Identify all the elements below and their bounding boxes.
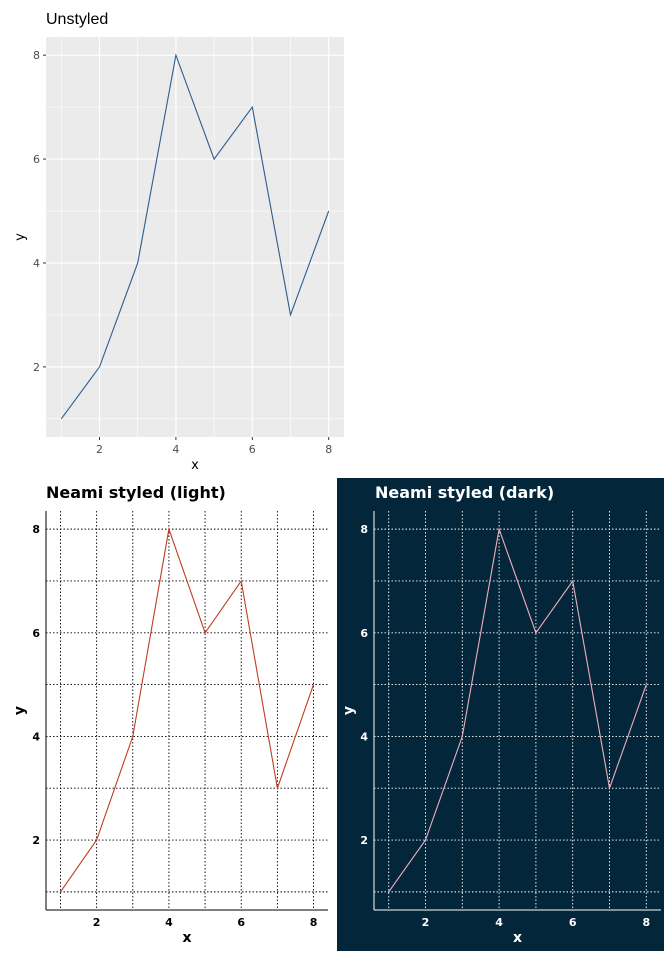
y-tick-label: 2 — [32, 834, 40, 847]
chart-title: Neami styled (dark) — [375, 483, 555, 502]
x-tick-label: 2 — [93, 916, 101, 929]
data-line — [388, 526, 647, 893]
x-tick-label: 8 — [325, 443, 332, 456]
y-tick-label: 4 — [360, 730, 368, 743]
data-line — [60, 526, 315, 893]
plot-area: 2 4 6 8 2 4 6 8 x y — [13, 37, 344, 473]
y-tick-label: 6 — [360, 627, 368, 640]
chart-neami-dark: Neami styled (dark) 2 4 6 8 2 4 6 8 x y — [337, 478, 664, 951]
y-tick-label: 8 — [32, 523, 40, 536]
y-tick-label: 2 — [33, 361, 40, 374]
x-tick-label: 2 — [422, 916, 430, 929]
x-tick-label: 4 — [165, 916, 173, 929]
x-axis-title: x — [191, 458, 199, 473]
x-tick-label: 6 — [237, 916, 245, 929]
x-tick-label: 4 — [495, 916, 503, 929]
x-tick-label: 8 — [310, 916, 318, 929]
y-tick-label: 6 — [32, 627, 40, 640]
chart-title: Neami styled (light) — [46, 483, 226, 502]
chart-title: Unstyled — [46, 11, 109, 28]
x-tick-label: 2 — [96, 443, 103, 456]
y-axis-title: y — [341, 706, 357, 715]
y-tick-label: 6 — [33, 153, 40, 166]
x-axis-title: x — [182, 930, 191, 946]
panel-background — [46, 37, 344, 437]
plot-area: 2 4 6 8 2 4 6 8 x y — [341, 511, 661, 946]
x-tick-label: 8 — [642, 916, 650, 929]
chart-neami-light: Neami styled (light) 2 4 6 8 2 4 6 8 x y — [0, 478, 336, 960]
y-tick-label: 8 — [360, 523, 368, 536]
x-tick-label: 6 — [249, 443, 256, 456]
chart-unstyled: Unstyled 2 4 6 8 2 4 6 8 x y — [0, 0, 350, 475]
y-tick-label: 8 — [33, 49, 40, 62]
x-tick-label: 6 — [569, 916, 577, 929]
x-tick-label: 4 — [172, 443, 179, 456]
x-axis-title: x — [513, 930, 522, 946]
y-tick-label: 2 — [360, 834, 368, 847]
data-line — [60, 53, 330, 420]
y-tick-label: 4 — [32, 730, 40, 743]
y-tick-label: 4 — [33, 257, 40, 270]
y-axis-title: y — [12, 706, 28, 715]
y-axis-title: y — [13, 233, 28, 241]
plot-area: 2 4 6 8 2 4 6 8 x y — [12, 511, 328, 946]
